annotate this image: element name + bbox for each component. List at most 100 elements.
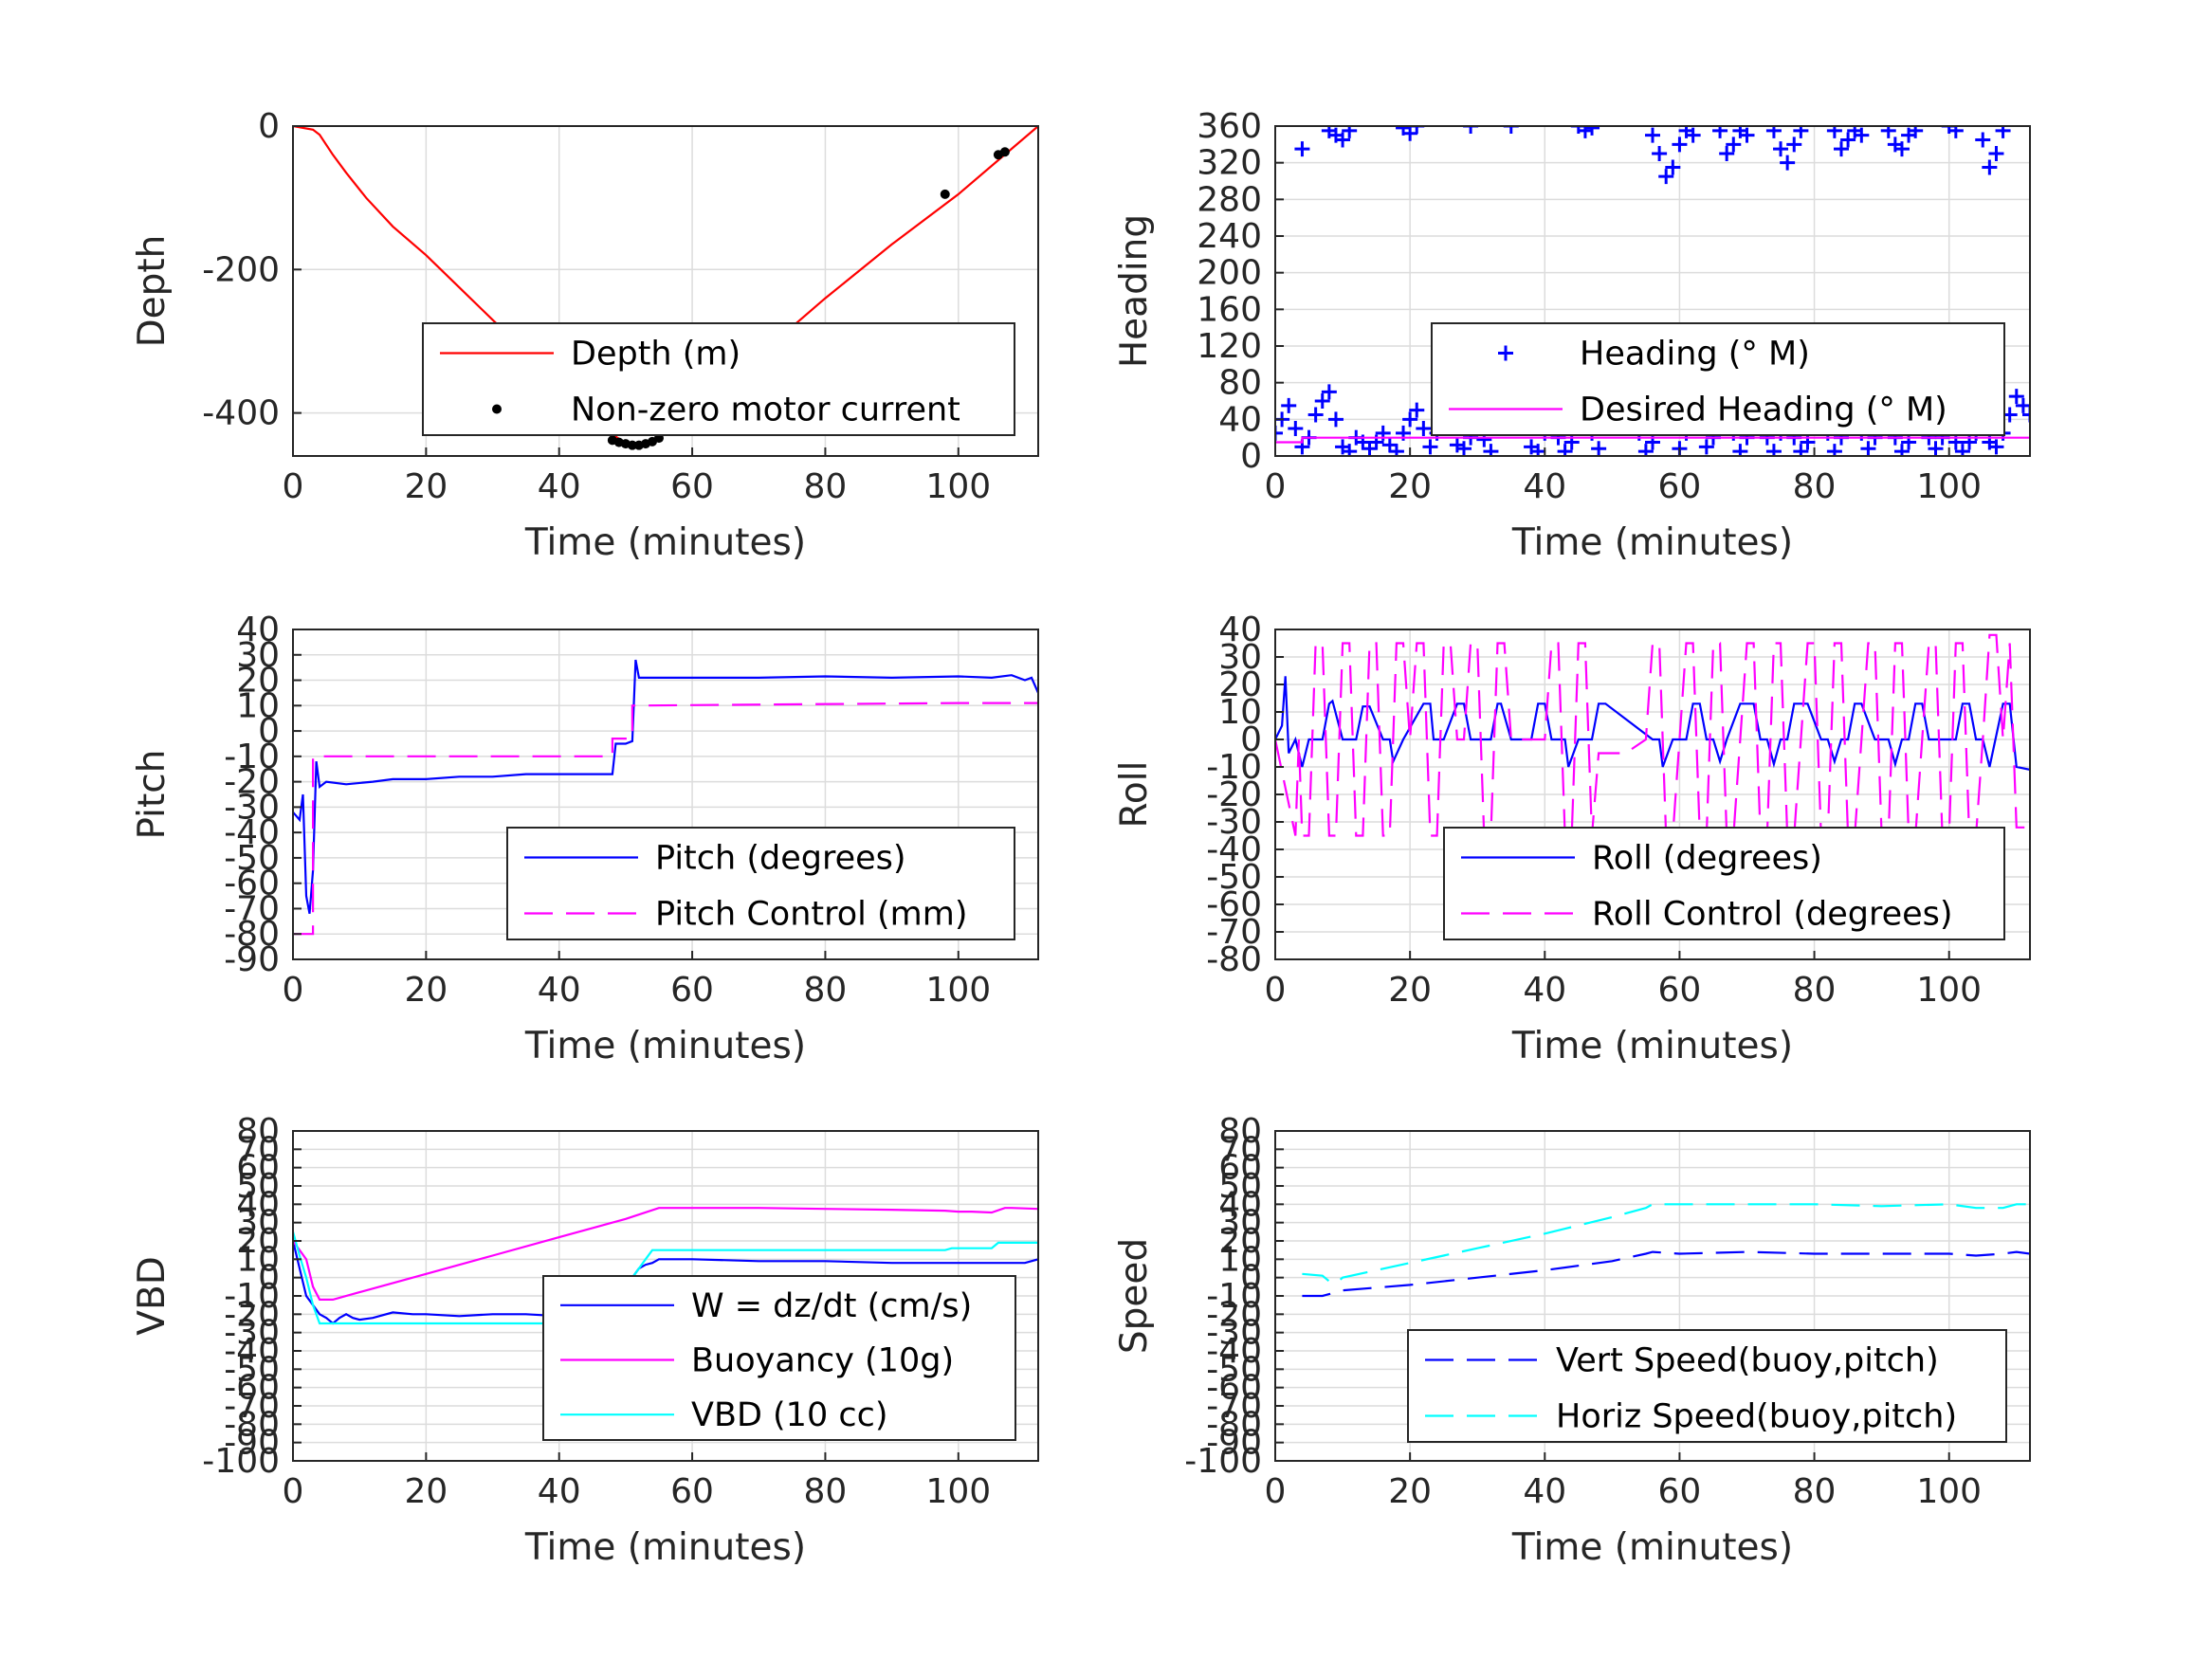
vbd-xtick-label: 80 [804, 1472, 848, 1511]
speed-series-0-line [1302, 1250, 2030, 1298]
heading-series-0-point [1637, 444, 1654, 456]
pitch-ytick-label: 40 [236, 611, 280, 649]
vbd-ytick-label: 70 [236, 1130, 280, 1169]
speed-ytick-label: -30 [1206, 1314, 1262, 1353]
heading-ytick-label: 0 [1240, 437, 1262, 476]
heading-series-0-point [1402, 411, 1418, 428]
heading-series-0-point [1321, 384, 1337, 400]
heading-axes-box [1274, 125, 2031, 457]
speed-ytick-label: -60 [1206, 1369, 1262, 1408]
heading-series-0-point [1463, 126, 1479, 134]
heading-legend-swatch [1498, 345, 1513, 361]
pitch-legend-box [506, 827, 1015, 940]
heading-series-0-point [1342, 444, 1358, 456]
heading-series-0-point [1288, 421, 1304, 436]
heading-series-0-point [1739, 127, 1755, 143]
heading-series-0-point [2015, 397, 2030, 413]
depth-xtick-label: 80 [804, 467, 848, 506]
depth-xtick-label: 40 [538, 467, 581, 506]
vbd-xlabel: Time (minutes) [524, 1526, 806, 1569]
heading-series-0-point [1982, 159, 1998, 175]
heading-series-0-point [1342, 126, 1358, 138]
heading-ytick-label: 80 [1218, 364, 1262, 403]
depth-legend-swatch [492, 404, 502, 414]
heading-series-0-point [1658, 169, 1674, 185]
heading-series-0-point [1726, 137, 1742, 153]
heading-ytick-label: 40 [1218, 400, 1262, 439]
vbd-xtick-label: 100 [925, 1472, 991, 1511]
depth-xtick-label: 100 [925, 467, 991, 506]
roll-series-0-line [1275, 676, 2030, 771]
heading-series-0-point [1860, 441, 1876, 456]
heading-series-0-point [1314, 393, 1330, 409]
heading-legend-label: Desired Heading (° M) [1580, 392, 1947, 429]
heading-series-0-point [1880, 126, 1896, 138]
heading-series-0-point [1988, 146, 2004, 161]
heading-legend-box [1431, 322, 2005, 436]
depth-series-1-point [999, 147, 1010, 157]
pitch-ytick-label: -90 [224, 940, 280, 979]
roll-ytick-label: -40 [1206, 830, 1262, 869]
heading-series-0-point [1995, 126, 2011, 138]
pitch-ytick-label: -80 [224, 915, 280, 954]
depth-ytick-label: 0 [258, 107, 280, 146]
speed-legend-box [1407, 1329, 2007, 1443]
pitch-ytick-label: -50 [224, 839, 280, 878]
speed-xtick-label: 0 [1265, 1472, 1287, 1511]
speed-ytick-label: 80 [1218, 1112, 1262, 1151]
roll-legend-box [1443, 827, 2005, 940]
heading-series-0-point [1645, 127, 1660, 143]
pitch-legend-label: Pitch Control (mm) [655, 896, 967, 934]
speed-ylabel: Speed [1113, 1238, 1156, 1354]
speed-ytick-label: -10 [1206, 1277, 1262, 1316]
vbd-series-2-line [293, 1231, 1038, 1325]
heading-series-0-point [1712, 126, 1728, 138]
depth-ytick-label: -400 [202, 394, 280, 433]
roll-ytick-label: 0 [1240, 720, 1262, 759]
vbd-ytick-label: 30 [236, 1204, 280, 1243]
speed-ytick-label: -80 [1206, 1405, 1262, 1444]
roll-ytick-label: 20 [1218, 665, 1262, 704]
heading-series-0-point [1685, 127, 1701, 143]
speed-xtick-label: 60 [1658, 1472, 1702, 1511]
pitch-xlabel: Time (minutes) [524, 1025, 806, 1067]
vbd-ytick-label: -10 [224, 1277, 280, 1316]
heading-series-0-point [1584, 126, 1600, 136]
heading-series-0-point [1765, 126, 1782, 138]
depth-xtick-label: 0 [283, 467, 304, 506]
heading-series-0-point [1954, 444, 1970, 456]
roll-legend: Roll (degrees) Roll Control (degrees) [1443, 827, 2005, 940]
heading-ytick-label: 320 [1197, 144, 1262, 183]
speed-ytick-label: -100 [1184, 1442, 1262, 1481]
speed-ytick-label: 10 [1218, 1240, 1262, 1279]
heading-xtick-label: 40 [1523, 467, 1566, 506]
speed-xtick-label: 80 [1793, 1472, 1837, 1511]
heading-ytick-label: 200 [1197, 254, 1262, 293]
roll-xtick-label: 60 [1658, 971, 1702, 1010]
heading-ytick-label: 120 [1197, 327, 1262, 366]
pitch-ytick-label: -30 [224, 788, 280, 827]
vbd-series-1-line [293, 1207, 1038, 1302]
heading-series-0-point [1773, 141, 1789, 157]
vbd-ytick-label: -100 [202, 1442, 280, 1481]
pitch-axes-box [292, 629, 1039, 960]
heading-series-0-point [1854, 127, 1870, 143]
pitch-ytick-label: -20 [224, 763, 280, 802]
heading-series-0-point [1840, 132, 1856, 148]
heading-series-1-line [1275, 436, 2030, 444]
speed-ytick-label: 50 [1218, 1167, 1262, 1206]
roll-ytick-label: 40 [1218, 611, 1262, 649]
roll-ytick-label: -80 [1206, 940, 1262, 979]
heading-series-0-point [1449, 437, 1465, 453]
heading-series-0-point [1947, 126, 1964, 138]
pitch-series-1-line [293, 702, 1038, 936]
vbd-ytick-label: 20 [236, 1222, 280, 1261]
vbd-ytick-label: -80 [224, 1405, 280, 1444]
vbd-ytick-label: 50 [236, 1167, 280, 1206]
depth-ylabel: Depth [131, 235, 174, 348]
heading-xtick-label: 60 [1658, 467, 1702, 506]
vbd-ytick-label: -70 [224, 1387, 280, 1426]
pitch-xtick-label: 0 [283, 971, 304, 1010]
chart-roll: 0 20 40 60 80 100-80-70-60-50-40-30-20-100102… [1113, 611, 2031, 1067]
